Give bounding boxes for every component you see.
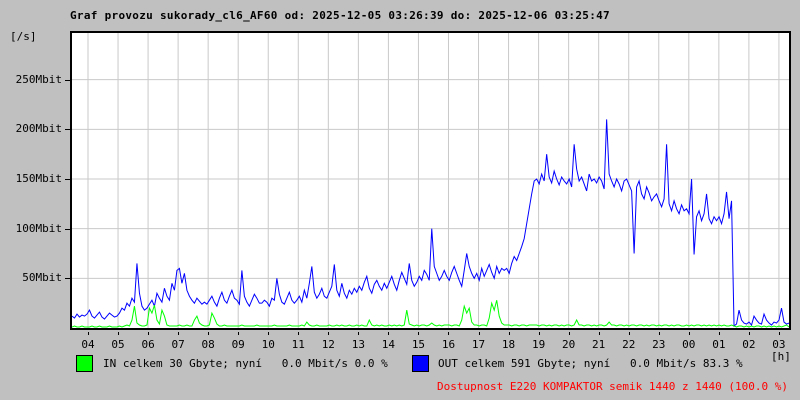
- x-tick-02: 02: [742, 338, 756, 351]
- y-tick-150Mbit: 150Mbit: [15, 172, 62, 185]
- x-tick-16: 16: [441, 338, 456, 351]
- in-legend-swatch: [76, 355, 93, 372]
- graph-title: Graf provozu sukorady_cl6_AF60 od: 2025-…: [70, 9, 610, 22]
- x-tick-09: 09: [231, 338, 245, 351]
- x-tick-12: 12: [321, 338, 335, 351]
- availability-text: Dostupnost E220 KOMPAKTOR semik 1440 z 1…: [437, 380, 788, 393]
- x-tick-mark: [508, 332, 510, 335]
- x-tick-10: 10: [261, 338, 275, 351]
- y-tick-mark: [65, 179, 70, 180]
- y-tick-100Mbit: 100Mbit: [15, 221, 62, 235]
- y-tick-250Mbit: 250Mbit: [15, 72, 62, 86]
- x-tick-13: 13: [351, 338, 365, 351]
- x-tick-mark: [268, 332, 270, 335]
- plot-area: [70, 31, 791, 330]
- x-tick-mark: [628, 332, 630, 335]
- x-tick-mark: [118, 332, 120, 335]
- x-tick-mark: [598, 332, 600, 335]
- y-tick-mark: [65, 228, 70, 230]
- x-tick-mark: [568, 332, 570, 335]
- out-legend-swatch: [412, 355, 429, 372]
- x-tick-mark: [778, 332, 780, 335]
- y-tick-50Mbit: 50Mbit: [22, 271, 62, 285]
- in-legend-text: IN celkem 30 Gbyte; nyní 0.0 Mbit/s 0.0 …: [103, 357, 388, 370]
- x-tick-20: 20: [562, 338, 576, 351]
- x-tick-mark: [448, 332, 450, 335]
- x-tick-17: 17: [471, 338, 486, 351]
- x-tick-05: 05: [111, 338, 125, 351]
- x-tick-06: 06: [141, 338, 155, 351]
- x-tick-mark: [328, 332, 330, 335]
- x-tick-mark: [688, 332, 690, 335]
- x-tick-01: 01: [712, 338, 726, 351]
- x-tick-mark: [418, 332, 420, 335]
- x-tick-04: 04: [81, 338, 95, 351]
- x-axis-unit-label: [h]: [770, 350, 791, 363]
- x-tick-mark: [238, 332, 240, 335]
- x-tick-mark: [298, 332, 300, 335]
- x-tick-mark: [478, 332, 480, 335]
- series-in-mbit-s: [72, 300, 789, 328]
- out-legend-text: OUT celkem 591 Gbyte; nyní 0.0 Mbit/s 83…: [438, 357, 743, 370]
- x-tick-22: 22: [622, 338, 636, 351]
- x-tick-mark: [208, 332, 210, 335]
- x-tick-mark: [148, 332, 150, 335]
- x-tick-08: 08: [201, 338, 215, 351]
- x-tick-00: 00: [682, 338, 696, 351]
- x-tick-14: 14: [381, 338, 396, 351]
- y-tick-mark: [65, 278, 70, 280]
- x-tick-mark: [718, 332, 720, 335]
- x-tick-21: 21: [592, 338, 606, 351]
- y-tick-mark: [65, 79, 70, 81]
- y-tick-mark: [65, 129, 70, 131]
- x-tick-07: 07: [171, 338, 185, 351]
- x-tick-18: 18: [501, 338, 516, 351]
- x-tick-mark: [88, 332, 89, 335]
- series-out-mbit-s: [72, 119, 789, 328]
- x-tick-mark: [538, 332, 540, 335]
- x-tick-11: 11: [291, 338, 305, 351]
- x-tick-mark: [388, 332, 390, 335]
- x-tick-03: 03: [772, 338, 786, 351]
- x-tick-mark: [658, 332, 660, 335]
- y-axis-unit-label: [/s]: [10, 30, 37, 43]
- y-tick-200Mbit: 200Mbit: [15, 122, 62, 136]
- x-tick-mark: [178, 332, 180, 335]
- x-tick-19: 19: [531, 338, 546, 351]
- x-tick-mark: [358, 332, 360, 335]
- x-tick-mark: [748, 332, 750, 335]
- x-tick-15: 15: [411, 338, 426, 351]
- x-tick-23: 23: [652, 338, 666, 351]
- traffic-chart: [72, 33, 789, 328]
